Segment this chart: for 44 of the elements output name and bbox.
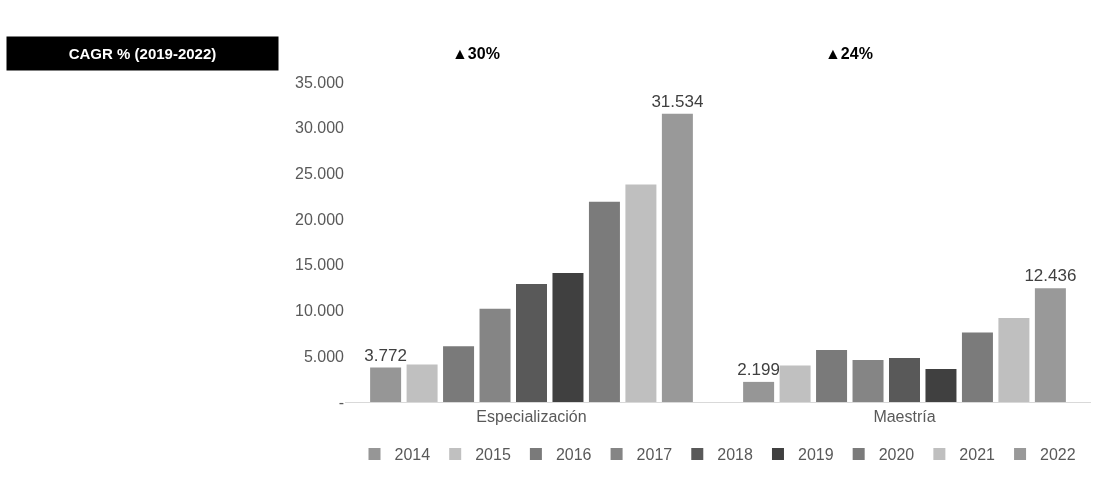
bar [661, 113, 693, 402]
bar [743, 381, 775, 402]
y-tick-label: - [338, 393, 344, 411]
text: ▲24% [825, 45, 873, 62]
bar [925, 369, 957, 402]
x-tick-label: Maestría [873, 408, 936, 426]
legend-label: 2016 [555, 446, 592, 464]
text: ▲30% [452, 45, 500, 62]
bar [406, 364, 438, 402]
data-label: 2.199 [737, 359, 780, 379]
bar [588, 201, 620, 402]
y-tick-label: 5.000 [303, 347, 345, 365]
legend-label: 2015 [475, 446, 511, 464]
y-tick-label: 35.000 [295, 73, 345, 91]
bar [852, 359, 884, 402]
bar [625, 184, 657, 402]
y-tick-label: 10.000 [295, 302, 345, 320]
bar [443, 346, 475, 402]
legend-label: 2020 [878, 446, 915, 464]
data-label: 12.436 [1024, 266, 1077, 286]
legend-label: 2017 [636, 446, 673, 464]
y-tick-label: 25.000 [295, 165, 345, 183]
bar [889, 358, 920, 402]
bar [779, 365, 811, 402]
text: CAGR % (2019-2022) [68, 45, 217, 62]
bar [479, 308, 511, 402]
y-tick-label: 20.000 [295, 210, 345, 228]
bar [516, 284, 547, 402]
bar [552, 273, 584, 402]
legend-label: 2021 [959, 446, 996, 464]
legend-label: 2014 [394, 446, 431, 464]
bar [1034, 288, 1066, 402]
y-tick-label: 30.000 [295, 119, 345, 137]
bar [370, 367, 402, 402]
data-label: 3.772 [364, 345, 407, 365]
x-tick-label: Especialización [476, 408, 587, 426]
y-tick-label: 15.000 [295, 256, 345, 274]
bar [961, 332, 993, 402]
legend-label: 2018 [717, 446, 753, 464]
legend-label: 2022 [1040, 446, 1076, 464]
bar [998, 317, 1030, 402]
bar [816, 349, 848, 402]
legend-label: 2019 [797, 446, 834, 464]
data-label: 31.534 [651, 91, 704, 111]
